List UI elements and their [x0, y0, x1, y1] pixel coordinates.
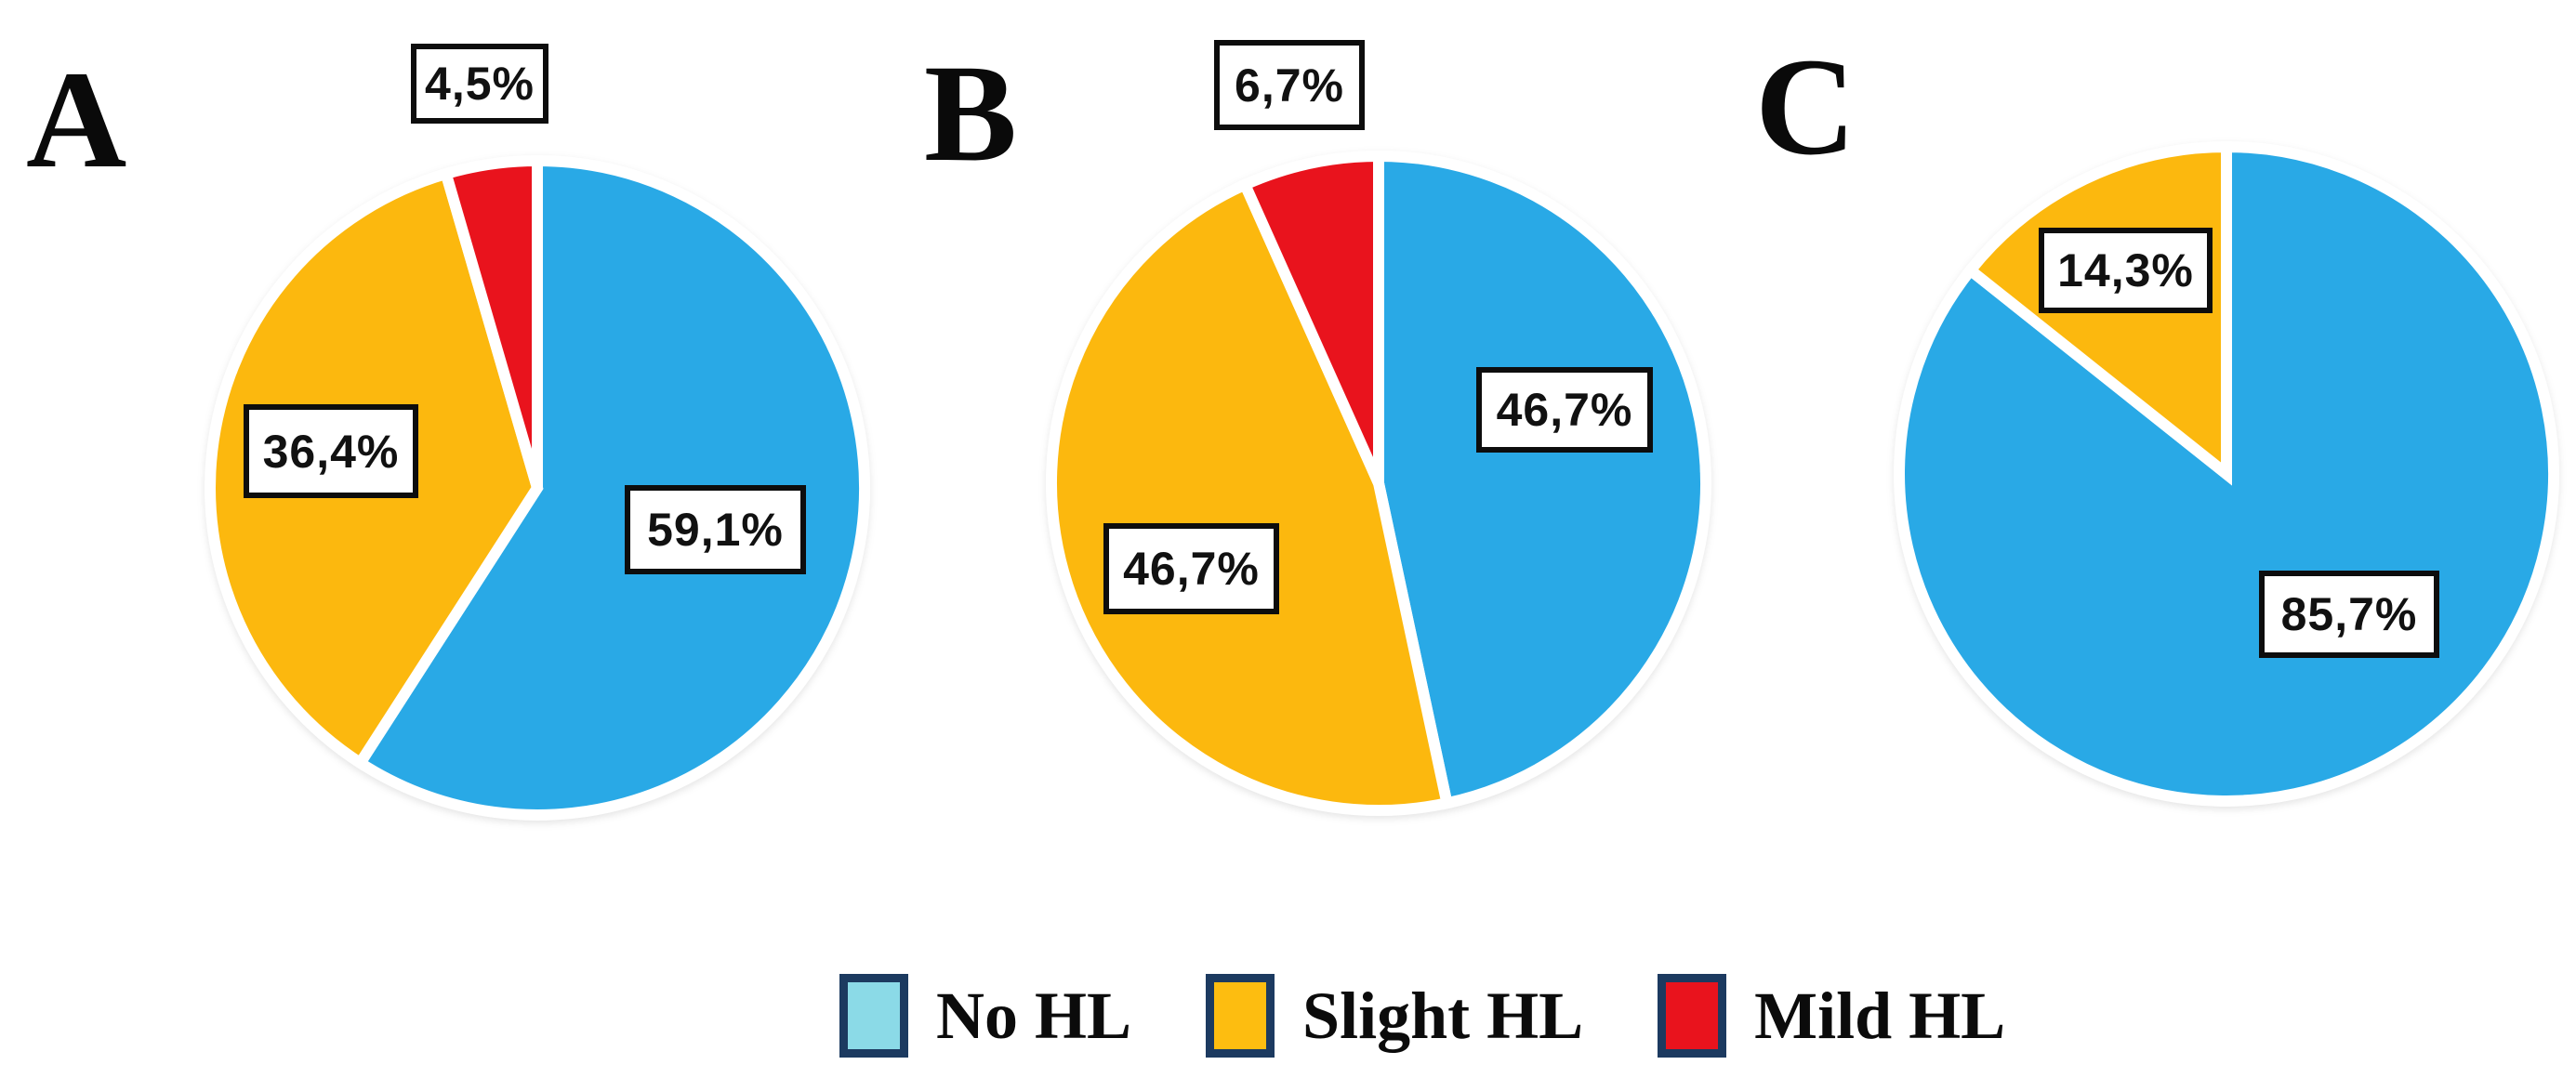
data-label-c-slight-hl: 14,3%: [2039, 228, 2213, 313]
panel-label-a: A: [26, 43, 127, 197]
data-label-a-mild-hl: 4,5%: [411, 44, 548, 124]
legend-item-no-hl: No HL: [839, 974, 1131, 1058]
pie-b-slice-mild-hl: [1237, 150, 1384, 486]
data-label-c-no-hl: 85,7%: [2259, 571, 2439, 658]
legend-swatch-no-hl: [839, 974, 908, 1058]
panel-label-b: B: [924, 36, 1018, 191]
data-label-a-no-hl: 59,1%: [625, 485, 806, 574]
pie-b-slice-slight-hl: [1045, 177, 1454, 816]
legend-swatch-mild-hl: [1658, 974, 1727, 1058]
data-label-b-mild-hl: 6,7%: [1214, 40, 1365, 130]
legend-label-slight-hl: Slight HL: [1302, 979, 1584, 1053]
pie-chart-b: [1045, 150, 1711, 816]
pie-a-slice-mild-hl: [439, 154, 543, 490]
legend-label-mild-hl: Mild HL: [1754, 979, 2006, 1053]
legend-item-mild-hl: Mild HL: [1658, 974, 2005, 1058]
legend: No HL Slight HL Mild HL: [839, 974, 2005, 1058]
pie-b-slice-no-hl: [1373, 150, 1711, 810]
legend-item-slight-hl: Slight HL: [1206, 974, 1583, 1058]
legend-label-no-hl: No HL: [936, 979, 1132, 1053]
data-label-b-no-hl: 46,7%: [1476, 367, 1653, 453]
pie-chart-c: [1894, 140, 2559, 807]
pie-a-slice-no-hl: [352, 154, 870, 821]
panel-label-c: C: [1755, 30, 1856, 184]
data-label-a-slight-hl: 36,4%: [244, 404, 418, 498]
data-label-b-slight-hl: 46,7%: [1103, 523, 1279, 614]
legend-swatch-slight-hl: [1206, 974, 1275, 1058]
